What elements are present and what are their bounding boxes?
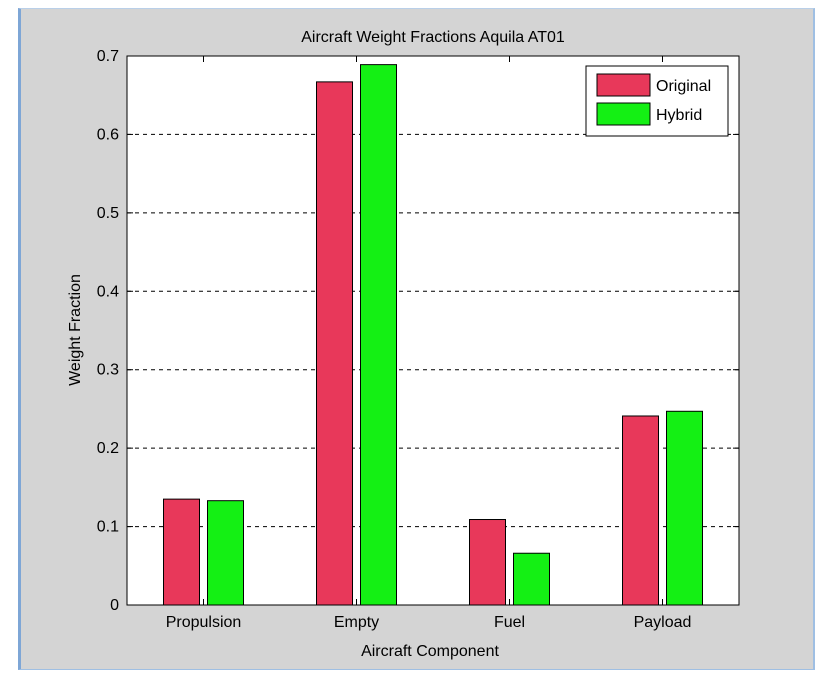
bar-hybrid-fuel — [513, 552, 550, 606]
gridlines — [127, 133, 739, 528]
bar-hybrid-propulsion — [207, 500, 244, 606]
bar-original-empty — [316, 81, 353, 606]
x-tick-label: Propulsion — [166, 614, 242, 631]
legend-label-original: Original — [656, 78, 711, 95]
y-axis-label: Weight Fraction — [67, 274, 84, 386]
y-tick-label: 0.1 — [97, 519, 119, 536]
x-tick-label: Empty — [334, 614, 379, 631]
legend: Original Hybrid — [585, 65, 729, 137]
chart-title: Aircraft Weight Fractions Aquila AT01 — [301, 29, 565, 46]
bar-hybrid-payload — [666, 410, 703, 606]
x-tick-label: Fuel — [494, 614, 525, 631]
legend-label-hybrid: Hybrid — [656, 107, 702, 124]
axes-frame — [126, 55, 740, 606]
x-tick-labels: Propulsion Empty Fuel Payload — [166, 614, 692, 631]
y-tick-label: 0.4 — [97, 283, 119, 300]
bars — [163, 64, 703, 606]
y-tick-label: 0.3 — [97, 362, 119, 379]
y-tick-label: 0.2 — [97, 440, 119, 457]
legend-swatch-original — [596, 73, 651, 97]
x-axis-label: Aircraft Component — [361, 643, 499, 660]
bar-hybrid-empty — [360, 64, 397, 606]
bar-original-payload — [622, 415, 659, 606]
bar-original-fuel — [469, 519, 506, 606]
y-tick-labels: 0 0.1 0.2 0.3 0.4 0.5 0.6 0.7 — [97, 48, 119, 614]
y-tick-label: 0.7 — [97, 48, 119, 65]
y-tick-label: 0.5 — [97, 205, 119, 222]
legend-swatch-hybrid — [596, 102, 651, 126]
x-tick-label: Payload — [634, 614, 692, 631]
y-tick-label: 0 — [110, 597, 119, 614]
y-tick-label: 0.6 — [97, 126, 119, 143]
bar-original-propulsion — [163, 498, 200, 606]
